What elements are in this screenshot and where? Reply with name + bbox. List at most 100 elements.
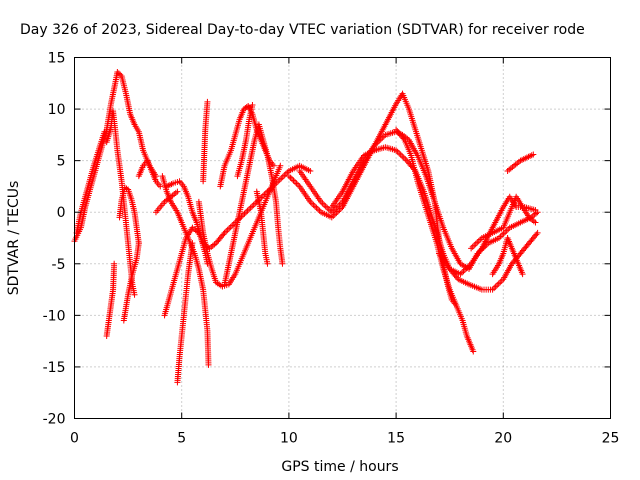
x-tick-label: 25 xyxy=(602,431,620,447)
data-point xyxy=(226,225,233,232)
data-point xyxy=(281,172,288,179)
y-tick-label: 15 xyxy=(48,51,66,67)
data-point xyxy=(468,245,475,252)
x-tick-label: 20 xyxy=(494,431,512,447)
data-point xyxy=(101,128,108,135)
tick-labels: 0 5 10 15 20 25 -20 -15 -10 -5 0 5 10 15 xyxy=(43,51,620,447)
data-point xyxy=(224,226,231,233)
data-point xyxy=(399,153,406,160)
x-tick-label: 0 xyxy=(70,431,79,447)
series-track-23 xyxy=(489,235,526,278)
x-tick-label: 10 xyxy=(280,431,298,447)
data-point xyxy=(249,101,256,108)
data-point xyxy=(495,280,502,287)
data-point xyxy=(534,229,541,236)
series-track-11 xyxy=(200,98,211,185)
plot-frame xyxy=(74,57,611,419)
data-point xyxy=(491,285,498,292)
data-point xyxy=(264,260,271,267)
data-point xyxy=(244,207,251,214)
data-point xyxy=(287,174,294,181)
series-track-25 xyxy=(135,157,164,190)
series-track-15 xyxy=(234,101,256,180)
data-point xyxy=(279,173,286,180)
series-track-04 xyxy=(103,260,118,339)
data-point xyxy=(492,283,499,290)
data-point xyxy=(229,222,236,229)
data-marks xyxy=(71,68,541,386)
data-point xyxy=(223,228,230,235)
data-point xyxy=(277,162,284,169)
series-track-08 xyxy=(174,240,196,386)
data-point xyxy=(474,239,481,246)
data-point xyxy=(314,206,321,213)
y-tick-label: 10 xyxy=(48,102,66,118)
data-point xyxy=(469,243,476,250)
data-point xyxy=(494,282,501,289)
data-point xyxy=(396,150,403,157)
data-point xyxy=(311,203,318,210)
x-tick-label: 15 xyxy=(387,431,405,447)
data-point xyxy=(397,151,404,158)
series-track-18 xyxy=(296,128,541,272)
data-point xyxy=(293,180,300,187)
data-point xyxy=(308,200,315,207)
y-tick-label: 0 xyxy=(57,205,66,221)
data-point xyxy=(117,71,124,78)
data-point xyxy=(475,237,482,244)
series-track-19 xyxy=(328,144,541,293)
data-point xyxy=(204,98,211,105)
x-tick-label: 5 xyxy=(177,431,186,447)
data-point xyxy=(295,181,302,188)
data-point xyxy=(313,204,320,211)
data-point xyxy=(243,209,250,216)
series-track-26 xyxy=(152,188,181,216)
series-track-10 xyxy=(159,173,212,368)
series-track-05 xyxy=(120,240,142,324)
data-point xyxy=(111,260,118,267)
data-point xyxy=(227,223,234,230)
data-point xyxy=(322,203,329,210)
data-point xyxy=(458,269,465,276)
data-point xyxy=(324,204,331,211)
series-track-16 xyxy=(253,188,271,267)
data-point xyxy=(250,201,257,208)
data-point xyxy=(400,154,407,161)
data-point xyxy=(519,271,526,278)
data-point xyxy=(131,291,138,298)
x-axis-label: GPS time / hours xyxy=(281,459,398,475)
data-point xyxy=(278,175,285,182)
data-point xyxy=(532,207,539,214)
series-track-14 xyxy=(217,102,277,190)
data-point xyxy=(247,204,254,211)
y-tick-label: -10 xyxy=(43,308,66,324)
data-point xyxy=(290,177,297,184)
series-track-06 xyxy=(116,184,142,247)
data-point xyxy=(472,240,479,247)
chart-title: Day 326 of 2023, Sidereal Day-to-day VTE… xyxy=(20,22,585,38)
data-point xyxy=(530,151,537,158)
data-point xyxy=(205,361,212,368)
data-point xyxy=(533,231,540,238)
y-tick-label: -5 xyxy=(52,257,66,273)
data-point xyxy=(532,219,539,226)
y-tick-label: -20 xyxy=(43,412,66,428)
series-track-22 xyxy=(435,193,539,278)
series-track-09 xyxy=(163,178,211,267)
data-point xyxy=(220,231,227,238)
data-point xyxy=(330,212,337,219)
data-point xyxy=(115,70,122,77)
data-point xyxy=(471,242,478,249)
data-point xyxy=(307,167,314,174)
data-point xyxy=(454,274,461,281)
grid xyxy=(74,57,611,419)
data-point xyxy=(400,135,407,142)
data-point xyxy=(246,206,253,213)
data-point xyxy=(157,183,164,190)
data-point xyxy=(292,179,299,186)
data-point xyxy=(249,203,256,210)
data-point xyxy=(270,162,277,169)
data-point xyxy=(174,188,181,195)
data-point xyxy=(470,348,477,355)
